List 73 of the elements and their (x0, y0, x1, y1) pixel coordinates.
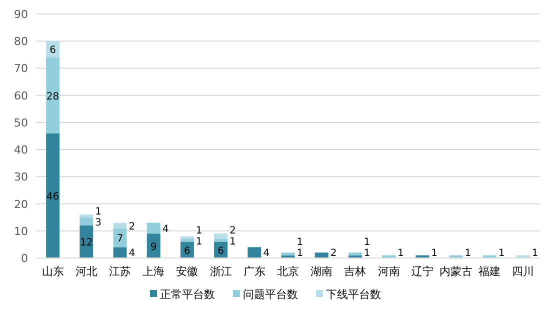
data-label: 1 (296, 237, 304, 248)
data-label: 6 (184, 246, 190, 257)
y-tick-label: 70 (14, 62, 28, 76)
y-tick-label: 60 (14, 89, 28, 102)
data-label: 4 (128, 248, 136, 259)
bar (348, 252, 362, 256)
data-label: 1 (464, 248, 472, 259)
x-tick-label: 四川 (512, 265, 534, 278)
bar (314, 252, 328, 258)
data-label: 2 (128, 221, 136, 232)
legend-label: 下线平台数 (326, 288, 381, 301)
x-tick-label: 浙江 (210, 265, 232, 278)
y-tick-label: 90 (14, 8, 28, 21)
bar (214, 234, 228, 240)
y-tick-label: 10 (14, 224, 28, 238)
bar (180, 239, 194, 242)
bar (248, 247, 262, 258)
x-tick-label: 河南 (378, 265, 400, 278)
bar (180, 236, 194, 240)
data-label: 1 (95, 206, 102, 218)
data-label: 4 (162, 224, 169, 236)
bar (46, 133, 60, 258)
x-tick-label: 安徽 (176, 265, 198, 278)
x-tick-label: 上海 (142, 265, 165, 278)
bar (113, 228, 127, 248)
bar (281, 252, 295, 256)
bar (46, 57, 60, 134)
data-label: 6 (50, 45, 56, 56)
data-label: 3 (95, 217, 102, 228)
y-tick-label: 30 (14, 170, 28, 184)
data-label: 1 (431, 248, 438, 259)
y-tick-label: 20 (14, 198, 28, 211)
y-tick-label: 0 (21, 252, 28, 265)
data-label: 1 (398, 248, 404, 259)
data-label: 6 (218, 246, 224, 257)
data-label: 1 (230, 236, 236, 248)
x-tick-label: 福建 (478, 265, 501, 278)
data-label: 46 (46, 192, 60, 203)
x-tick-label: 湖南 (310, 265, 333, 278)
data-label: 4 (263, 248, 270, 259)
bar (214, 239, 228, 242)
y-tick-label: 50 (14, 116, 28, 130)
bar (80, 225, 94, 258)
x-tick-label: 山东 (42, 265, 64, 278)
x-tick-label: 广东 (243, 265, 266, 278)
data-label: 1 (364, 237, 370, 248)
legend-label: 问题平台数 (243, 288, 298, 301)
bar (146, 234, 160, 258)
bar (80, 217, 94, 226)
data-label: 1 (196, 236, 202, 248)
x-tick-label: 河北 (75, 265, 98, 278)
data-label: 2 (230, 225, 236, 236)
x-tick-label: 内蒙古 (440, 265, 472, 278)
x-tick-label: 江苏 (109, 265, 131, 278)
x-tick-label: 辽宁 (411, 265, 434, 278)
data-label: 2 (330, 248, 337, 259)
data-label: 9 (150, 242, 157, 253)
x-tick-label: 吉林 (344, 265, 366, 278)
data-label: 1 (532, 248, 538, 259)
bar (80, 214, 94, 218)
data-label: 28 (46, 91, 60, 102)
bar (113, 247, 127, 258)
legend-label: 正常平台数 (160, 288, 215, 301)
data-label: 1 (196, 225, 202, 236)
y-tick-label: 40 (14, 144, 28, 157)
data-label: 1 (364, 248, 370, 259)
data-label: 1 (296, 248, 304, 259)
data-label: 7 (116, 234, 124, 245)
x-tick-label: 北京 (277, 265, 299, 278)
data-label: 12 (80, 238, 93, 249)
data-label: 1 (498, 248, 505, 259)
y-tick-label: 80 (14, 35, 28, 48)
bar (146, 222, 160, 234)
